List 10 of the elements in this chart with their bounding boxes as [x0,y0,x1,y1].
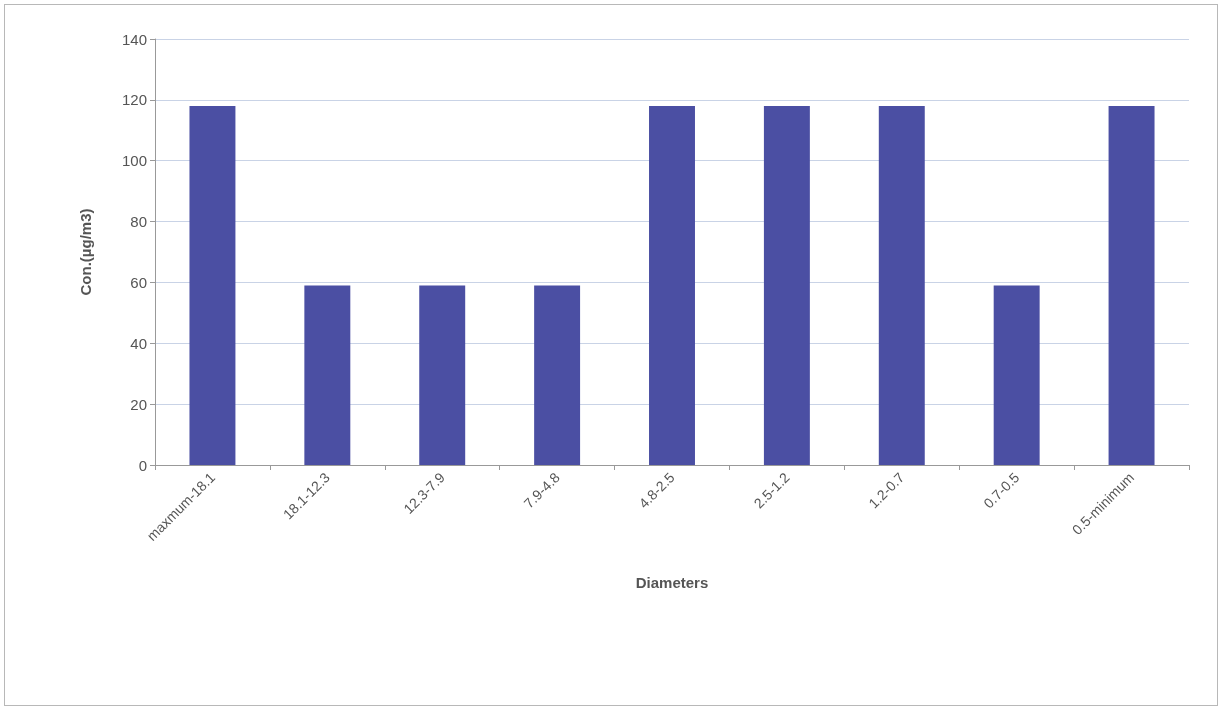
y-tick-label: 20 [130,395,147,413]
y-tick-label: 60 [130,273,147,291]
y-tick-label: 80 [130,213,147,231]
y-tick-label: 140 [121,30,147,48]
x-axis-title: Diameters [635,574,709,591]
y-tick-label: 100 [121,152,147,170]
y-tick-label: 120 [121,91,147,109]
y-axis-title: Con.(µg/m3) [77,208,94,296]
y-tick-label: 0 [138,456,147,474]
y-tick-label: 40 [130,334,147,352]
